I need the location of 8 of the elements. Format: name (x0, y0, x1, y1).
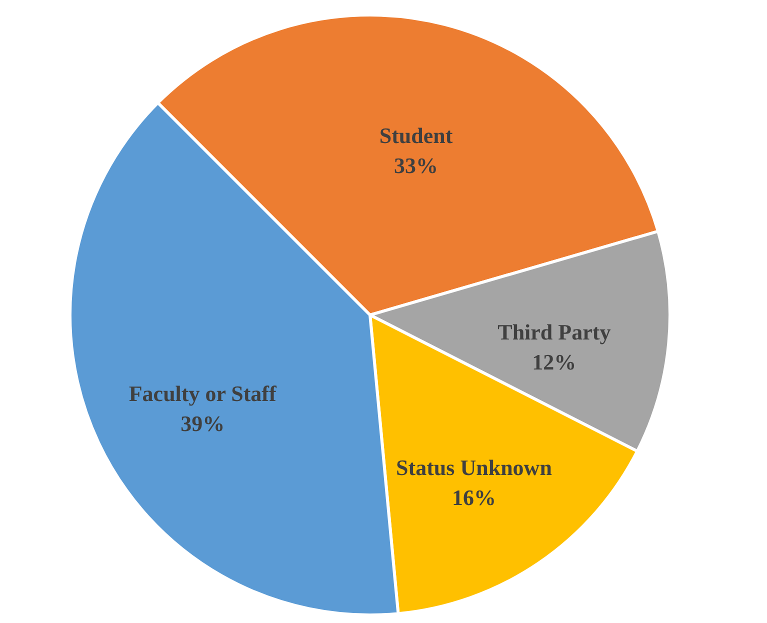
slice-label: Student (379, 122, 454, 148)
data-label: 33% (394, 152, 438, 178)
slice-label: Status Unknown (396, 455, 552, 480)
data-label: 12% (532, 349, 576, 374)
data-label: 16% (452, 485, 496, 510)
slice-label: Third Party (498, 319, 611, 344)
slice-label: Faculty or Staff (128, 380, 278, 406)
data-label: 39% (180, 410, 225, 436)
